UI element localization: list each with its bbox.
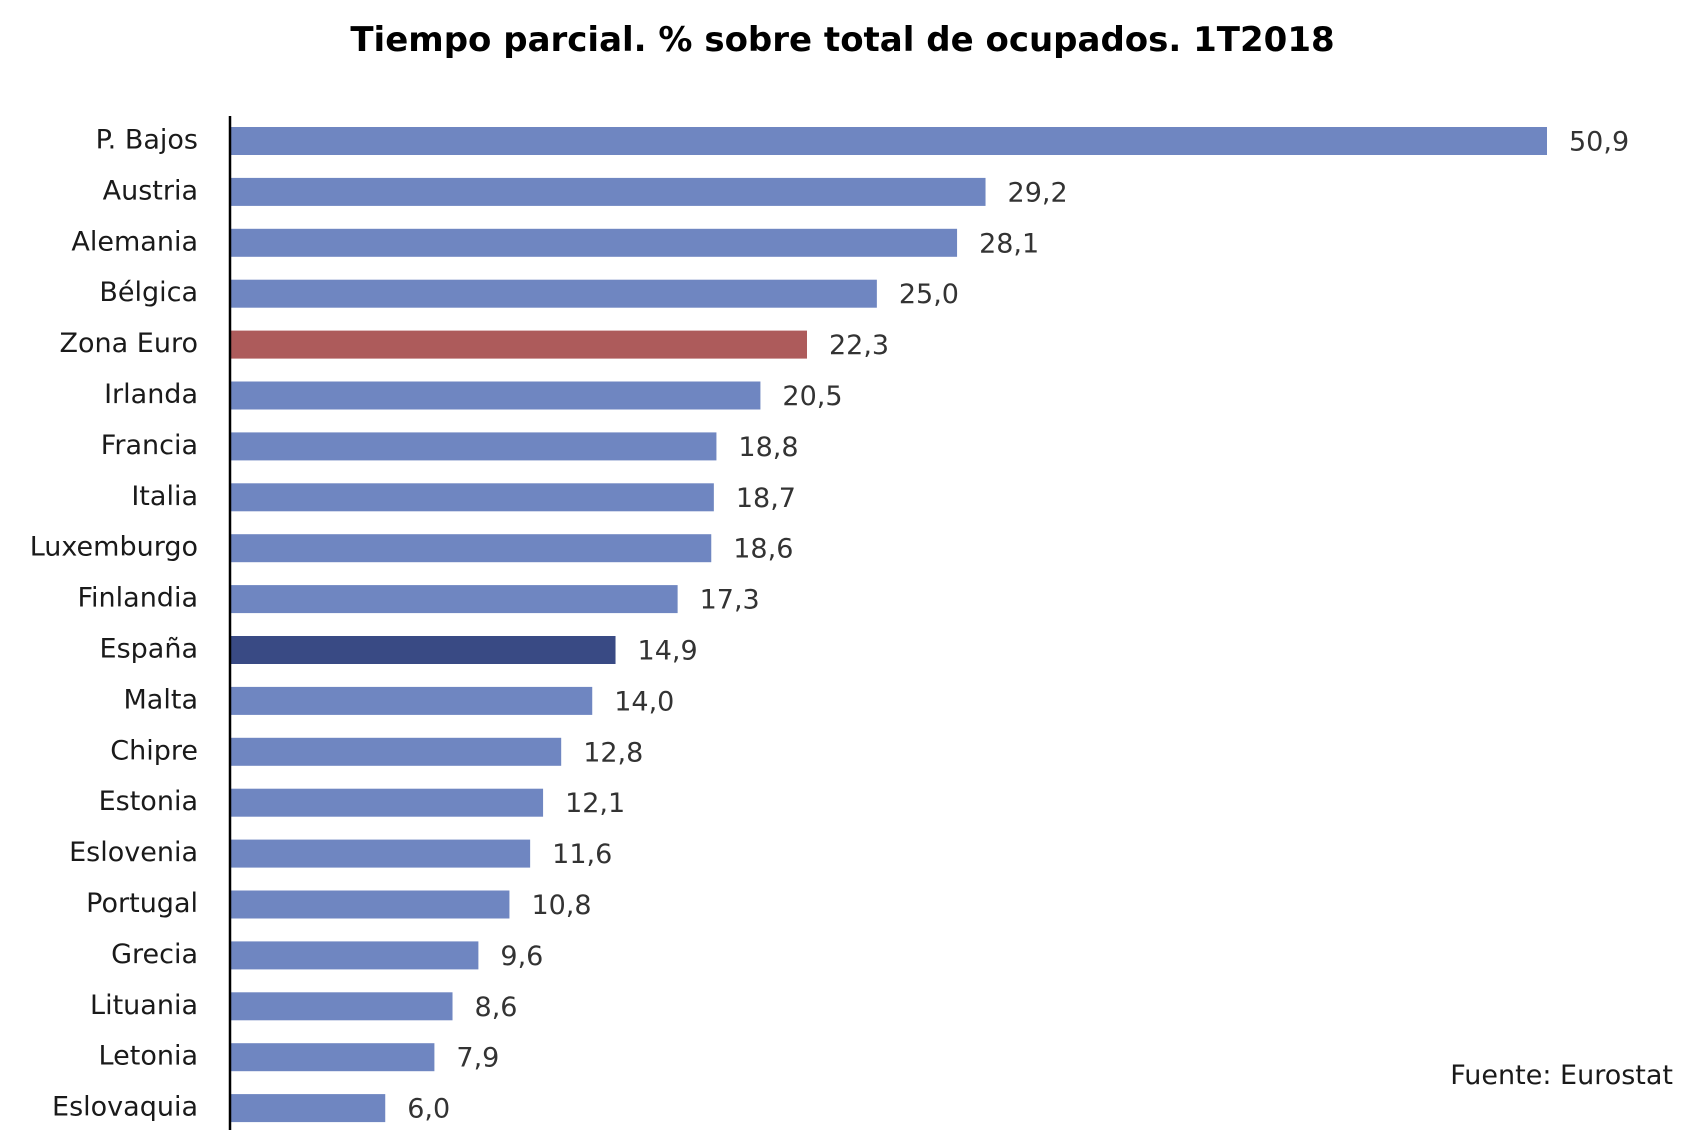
- bar-19: [230, 1094, 386, 1123]
- category-label: Alemania: [71, 226, 198, 257]
- bar-6: [230, 432, 717, 461]
- bar-17: [230, 992, 453, 1021]
- category-label: Lituania: [90, 990, 198, 1021]
- category-label: Grecia: [111, 939, 198, 970]
- bar-2: [230, 228, 958, 257]
- value-label: 50,9: [1569, 127, 1629, 158]
- value-label: 20,5: [782, 381, 842, 412]
- value-label: 7,9: [456, 1043, 499, 1074]
- bar-8: [230, 534, 712, 563]
- category-label: España: [100, 634, 198, 665]
- category-label: Zona Euro: [60, 328, 198, 359]
- category-label: Francia: [101, 430, 198, 461]
- value-label: 28,1: [979, 228, 1039, 259]
- bar-12: [230, 737, 562, 766]
- bar-7: [230, 483, 714, 512]
- category-label: Irlanda: [104, 379, 198, 410]
- value-label: 12,1: [565, 788, 625, 819]
- chart-title: Tiempo parcial. % sobre total de ocupado…: [350, 20, 1335, 60]
- value-label: 18,8: [738, 432, 798, 463]
- bar-0: [230, 127, 1547, 155]
- value-label: 11,6: [552, 839, 612, 870]
- value-label: 8,6: [475, 992, 518, 1023]
- value-label: 17,3: [700, 585, 760, 616]
- bar-18: [230, 1043, 435, 1072]
- value-label: 14,9: [638, 636, 698, 667]
- value-label: 25,0: [899, 279, 959, 310]
- bar-9: [230, 585, 678, 614]
- value-label: 22,3: [829, 330, 889, 361]
- bar-16: [230, 941, 479, 970]
- bar-3: [230, 279, 877, 308]
- category-label: Austria: [103, 175, 198, 206]
- bars-group: P. Bajos 50,9 Austria 29,2 Alemania 28,1 Bélgi…: [30, 125, 1629, 1125]
- bar-15: [230, 890, 510, 919]
- value-label: 14,0: [614, 686, 674, 717]
- category-label: Estonia: [99, 786, 198, 817]
- bar-11: [230, 686, 593, 715]
- category-label: Bélgica: [99, 277, 198, 308]
- value-label: 6,0: [407, 1094, 450, 1125]
- value-label: 10,8: [531, 890, 591, 921]
- category-label: Finlandia: [77, 583, 198, 614]
- bar-10: [230, 636, 616, 664]
- bar-5: [230, 381, 761, 410]
- category-label: Malta: [124, 684, 198, 715]
- category-label: Eslovenia: [69, 837, 198, 868]
- bar-14: [230, 839, 531, 868]
- source-note: Fuente: Eurostat: [1450, 1060, 1673, 1091]
- category-label: Eslovaquia: [52, 1092, 198, 1123]
- value-label: 18,7: [736, 483, 796, 514]
- category-label: Portugal: [86, 888, 198, 919]
- bar-13: [230, 788, 544, 817]
- category-label: Letonia: [99, 1041, 198, 1072]
- value-label: 18,6: [733, 534, 793, 565]
- value-label: 29,2: [1008, 177, 1068, 208]
- bar-4: [230, 330, 807, 359]
- category-label: Italia: [131, 481, 198, 512]
- value-label: 12,8: [583, 737, 643, 768]
- category-label: Chipre: [110, 735, 198, 766]
- category-label: Luxemburgo: [30, 532, 198, 563]
- value-label: 9,6: [500, 941, 543, 972]
- category-label: P. Bajos: [96, 125, 198, 156]
- bar-1: [230, 177, 986, 206]
